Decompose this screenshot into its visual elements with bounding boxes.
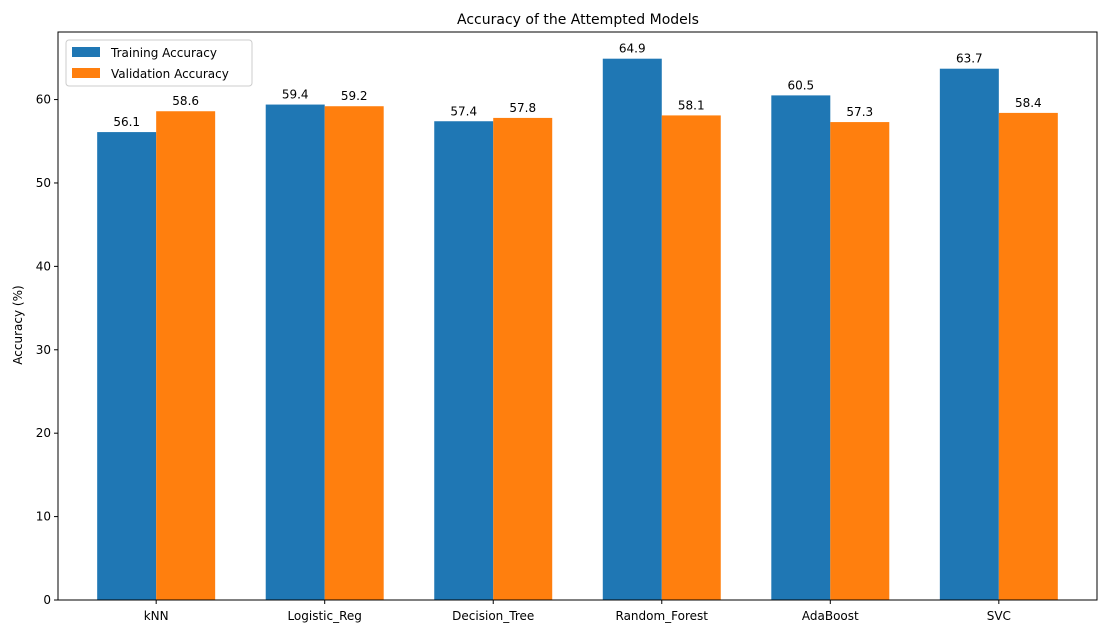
bar-training-logistic-reg — [265, 104, 325, 600]
x-tick-label: SVC — [987, 609, 1011, 623]
bar-value-label: 57.3 — [846, 105, 873, 119]
bar-value-label: 63.7 — [956, 52, 983, 66]
bar-validation-logistic-reg — [324, 106, 384, 600]
bar-training-decision-tree — [434, 121, 494, 600]
bar-validation-adaboost — [830, 122, 890, 600]
plot-frame — [57, 31, 1098, 601]
bar-value-label: 58.4 — [1015, 96, 1042, 110]
bar-training-svc — [939, 68, 999, 600]
y-tick-label: 20 — [36, 426, 51, 440]
y-axis-label: Accuracy (%) — [11, 285, 25, 364]
bar-validation-knn — [156, 111, 216, 601]
legend-box — [65, 39, 253, 87]
legend-entry-label: Validation Accuracy — [111, 67, 229, 81]
bar-validation-random-forest — [661, 115, 721, 600]
legend-entry-label: Training Accuracy — [110, 46, 217, 60]
bar-value-label: 58.1 — [678, 98, 705, 112]
bar-value-label: 57.4 — [450, 104, 477, 118]
x-tick-label: Decision_Tree — [452, 609, 534, 623]
bar-value-label: 59.4 — [282, 88, 309, 102]
bar-value-label: 58.6 — [172, 94, 199, 108]
bar-training-adaboost — [771, 95, 831, 600]
x-tick-label: Random_Forest — [616, 609, 709, 623]
legend-swatch — [72, 47, 100, 57]
legend-swatch — [72, 68, 100, 78]
legend: Training Accuracy Validation Accuracy — [65, 39, 253, 87]
bar-training-knn — [97, 132, 157, 600]
plot-area: 56.1 59.4 57.4 64.9 60.5 63.7 58.6 59.2 57.8 58.1… — [36, 31, 1098, 623]
bar-validation-svc — [998, 112, 1058, 601]
y-tick-label: 10 — [36, 510, 51, 524]
x-tick-label: Logistic_Reg — [287, 609, 361, 623]
y-tick-label: 40 — [36, 259, 51, 273]
chart-title: Accuracy of the Attempted Models — [457, 12, 699, 28]
bar-value-label: 59.2 — [341, 89, 368, 103]
bar-training-random-forest — [602, 58, 662, 600]
bar-value-label: 56.1 — [113, 115, 140, 129]
y-tick-label: 30 — [36, 343, 51, 357]
y-tick-label: 50 — [36, 176, 51, 190]
bar-value-label: 64.9 — [619, 42, 646, 56]
bar-validation-decision-tree — [493, 117, 553, 600]
x-tick-label: kNN — [144, 609, 169, 623]
y-tick-label: 0 — [43, 593, 51, 607]
bar-value-label: 57.8 — [509, 101, 536, 115]
y-tick-label: 60 — [36, 93, 51, 107]
bar-value-label: 60.5 — [787, 78, 814, 92]
x-tick-label: AdaBoost — [802, 609, 859, 623]
